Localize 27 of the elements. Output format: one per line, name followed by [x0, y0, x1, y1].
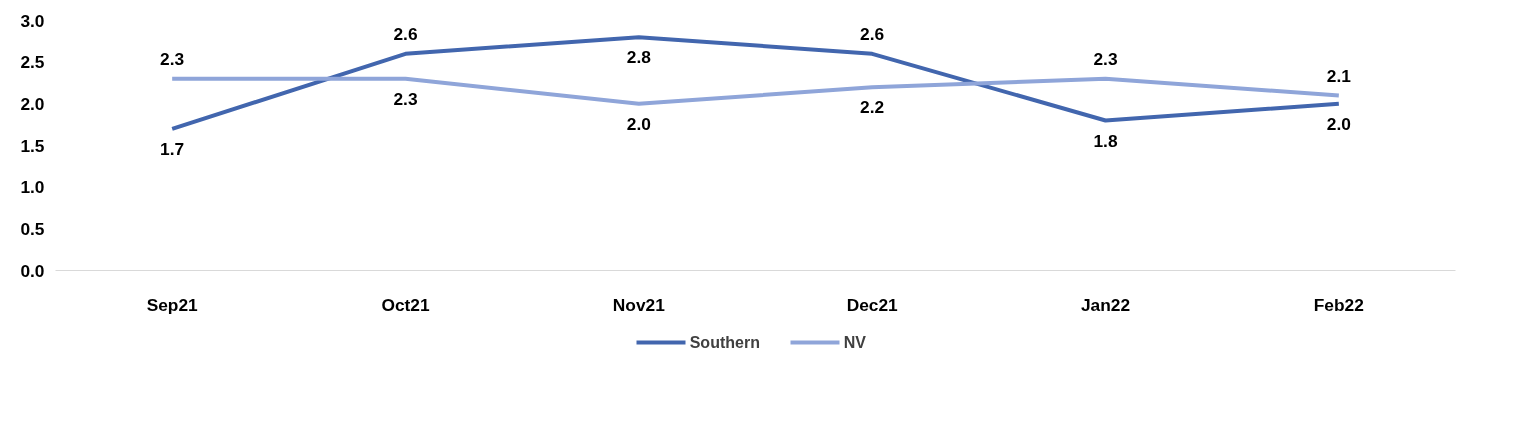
- x-tick-label: Jan22: [1080, 294, 1131, 315]
- data-label: 2.1: [1326, 65, 1352, 86]
- x-tick-label: Sep21: [146, 294, 199, 315]
- data-label: 1.7: [160, 138, 185, 159]
- data-label: 2.0: [1326, 113, 1351, 134]
- data-label: 2.2: [860, 97, 885, 118]
- y-tick-label: 2.0: [20, 93, 45, 114]
- y-tick-label: 3.0: [20, 10, 45, 31]
- x-tick-label: Dec21: [846, 294, 899, 315]
- y-tick-label: 2.5: [20, 52, 45, 73]
- x-tick-label: Oct21: [381, 294, 430, 315]
- data-label: 2.0: [626, 113, 651, 134]
- data-label: 2.6: [393, 23, 418, 44]
- data-label: 2.3: [1093, 48, 1118, 69]
- y-tick-label: 0.0: [20, 260, 45, 281]
- x-tick-label: Nov21: [612, 294, 666, 315]
- data-label: 2.6: [860, 23, 885, 44]
- y-tick-label: 1.0: [20, 177, 45, 198]
- legend-label: NV: [843, 334, 867, 351]
- y-tick-label: 0.5: [20, 218, 45, 239]
- y-tick-label: 1.5: [20, 135, 45, 156]
- legend-label: Southern: [689, 334, 760, 351]
- data-label: 2.3: [160, 48, 185, 69]
- x-tick-label: Feb22: [1313, 294, 1364, 315]
- data-label: 1.8: [1093, 130, 1118, 151]
- data-label: 2.8: [626, 47, 652, 68]
- data-label: 2.3: [393, 88, 418, 109]
